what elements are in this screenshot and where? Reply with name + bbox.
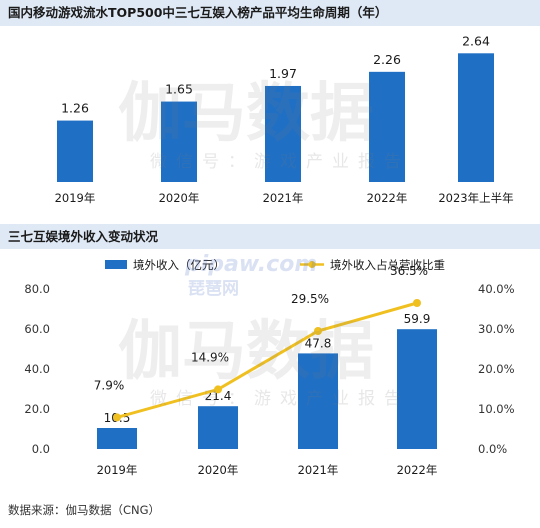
x-tick-label: 2020年 [159, 191, 200, 205]
x-tick-label: 2021年 [298, 463, 339, 477]
share-point [413, 299, 421, 307]
x-tick-label: 2020年 [198, 463, 239, 477]
y-right-tick-label: 30.0% [478, 322, 515, 336]
bar [369, 71, 405, 182]
share-data-label: 14.9% [191, 350, 229, 364]
bar [265, 85, 301, 182]
y-right-tick-label: 40.0% [478, 282, 515, 296]
share-data-label: 36.5% [390, 264, 428, 278]
y-right-tick-label: 10.0% [478, 402, 515, 416]
data-source-note: 数据来源：伽马数据（CNG） [8, 503, 161, 517]
data-label: 1.65 [165, 82, 193, 97]
x-tick-label: 2022年 [397, 463, 438, 477]
bar [97, 428, 137, 449]
y-left-tick-label: 40.0 [24, 362, 50, 376]
y-left-tick-label: 0.0 [32, 442, 50, 456]
y-left-tick-label: 80.0 [24, 282, 50, 296]
y-left-tick-label: 60.0 [24, 322, 50, 336]
x-tick-label: 2019年 [55, 191, 96, 205]
share-point [314, 327, 322, 335]
data-label: 2.64 [462, 33, 490, 48]
share-point [113, 413, 121, 422]
bar [198, 406, 238, 449]
legend-bar-label: 境外收入（亿元） [133, 258, 225, 272]
bar [298, 353, 338, 449]
site-watermark-cn: 琵琶网 [188, 279, 239, 299]
chart1-title: 国内移动游戏流水TOP500中三七互娱入榜产品平均生命周期（年） [0, 0, 540, 26]
bar-data-label: 47.8 [305, 336, 332, 350]
legend-bar-swatch [105, 260, 127, 269]
x-tick-label: 2023年上半年 [438, 191, 513, 205]
site-watermark: pipaw.com [185, 252, 318, 277]
lifecycle-bar-chart: 1.26 2019年 1.65 2020年 1.97 2021年 2.26 2022年 2.64… [55, 33, 514, 205]
bar [57, 120, 93, 182]
legend-line-marker [308, 261, 316, 268]
share-point [214, 385, 222, 394]
data-label: 1.26 [61, 101, 89, 116]
bar [397, 329, 437, 449]
y-left-tick-label: 20.0 [24, 402, 50, 416]
y-right-tick-label: 20.0% [478, 362, 515, 376]
share-data-label: 7.9% [94, 378, 125, 392]
x-tick-label: 2022年 [367, 191, 408, 205]
chart2-title: 三七互娱境外收入变动状况 [0, 224, 540, 249]
data-label: 1.97 [269, 66, 297, 81]
legend-line-label: 境外收入占总营收比重 [330, 258, 445, 272]
y-right-tick-label: 0.0% [478, 442, 507, 456]
bar [458, 53, 494, 182]
overseas-revenue-combo-chart: 0.0 20.0 40.0 60.0 80.0 0.0% 10.0% 20.0% 30.0% 40… [24, 258, 515, 477]
bar [161, 101, 197, 182]
bar-data-label: 59.9 [404, 312, 431, 326]
x-tick-label: 2021年 [263, 191, 304, 205]
x-tick-label: 2019年 [97, 463, 138, 477]
share-data-label: 29.5% [291, 292, 329, 306]
share-line [116, 301, 418, 419]
data-label: 2.26 [373, 52, 401, 67]
